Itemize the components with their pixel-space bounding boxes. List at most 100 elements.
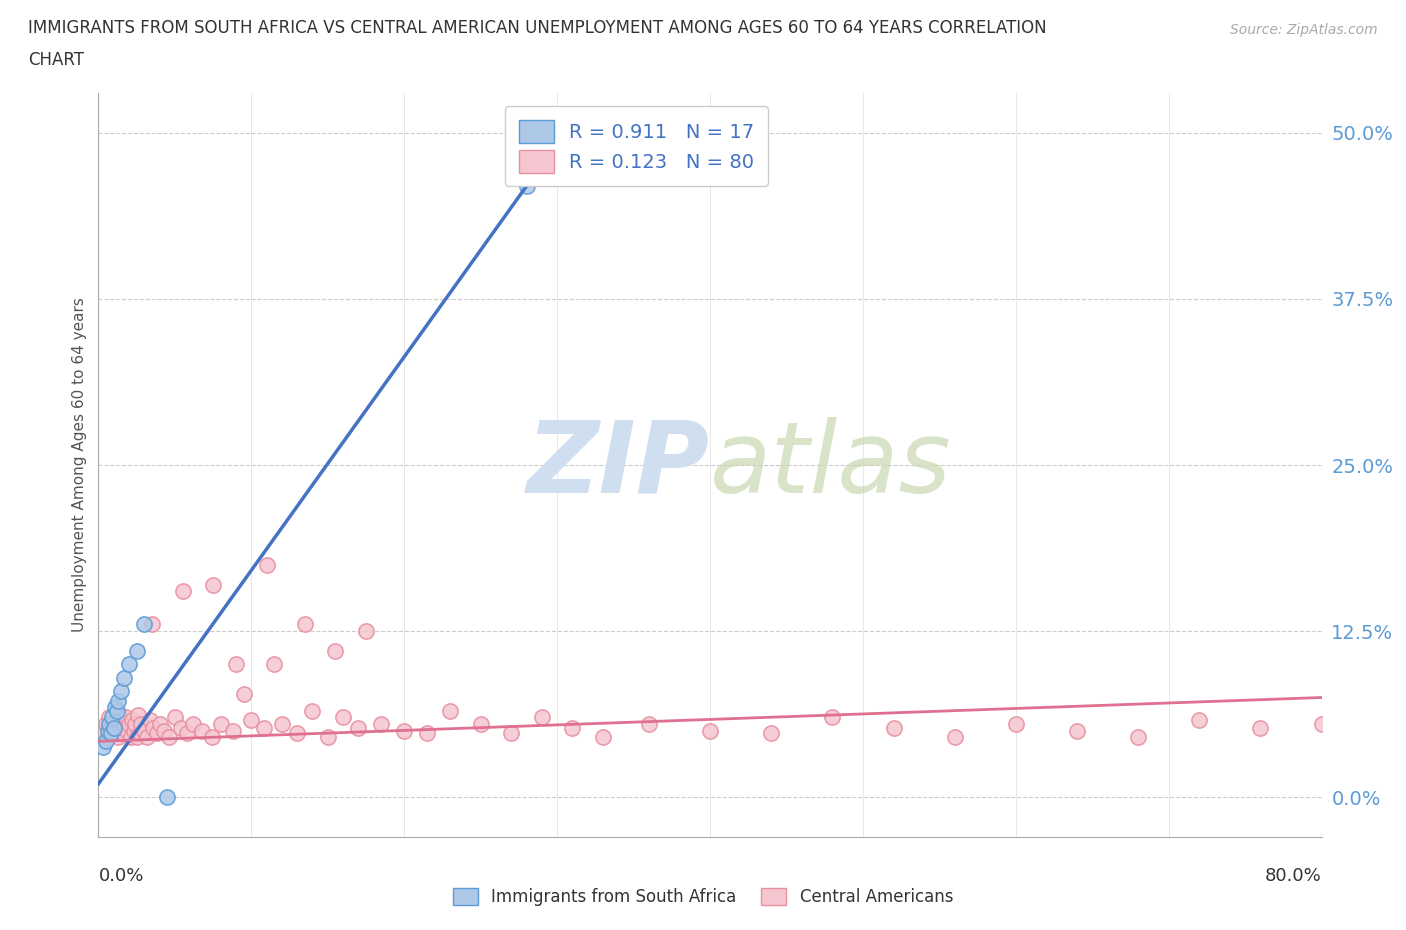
Text: Source: ZipAtlas.com: Source: ZipAtlas.com bbox=[1230, 23, 1378, 37]
Text: CHART: CHART bbox=[28, 51, 84, 69]
Point bbox=[637, 717, 661, 732]
Point bbox=[392, 724, 416, 738]
Point bbox=[347, 721, 370, 736]
Point bbox=[108, 708, 131, 723]
Point bbox=[98, 710, 121, 724]
Point bbox=[104, 724, 127, 738]
Point bbox=[883, 721, 905, 736]
Point bbox=[325, 644, 347, 658]
Point bbox=[470, 717, 492, 732]
Point bbox=[118, 657, 141, 671]
Point bbox=[105, 703, 128, 718]
Point bbox=[125, 644, 148, 658]
Point bbox=[91, 739, 114, 754]
Point bbox=[157, 730, 180, 745]
Point bbox=[176, 726, 198, 741]
Text: atlas: atlas bbox=[710, 417, 952, 513]
Text: 0.0%: 0.0% bbox=[98, 867, 143, 884]
Point bbox=[112, 721, 135, 736]
Point bbox=[117, 724, 139, 738]
Point bbox=[134, 724, 156, 738]
Point bbox=[107, 694, 129, 709]
Point bbox=[112, 671, 135, 685]
Point bbox=[209, 717, 232, 732]
Point bbox=[98, 717, 121, 732]
Point bbox=[200, 730, 222, 745]
Point bbox=[530, 710, 553, 724]
Point bbox=[501, 726, 523, 741]
Point bbox=[232, 686, 254, 701]
Point bbox=[1066, 724, 1088, 738]
Point bbox=[1249, 721, 1271, 736]
Point bbox=[191, 724, 214, 738]
Point bbox=[97, 724, 120, 738]
Point bbox=[122, 724, 145, 738]
Point bbox=[115, 710, 138, 724]
Point bbox=[94, 717, 117, 732]
Point bbox=[592, 730, 614, 745]
Point bbox=[94, 734, 117, 749]
Point bbox=[163, 710, 186, 724]
Point bbox=[943, 730, 966, 745]
Point bbox=[142, 721, 165, 736]
Point bbox=[110, 717, 132, 732]
Point bbox=[561, 721, 583, 736]
Point bbox=[170, 721, 193, 736]
Point bbox=[439, 703, 461, 718]
Point bbox=[332, 710, 354, 724]
Point bbox=[240, 712, 263, 727]
Point bbox=[111, 726, 134, 741]
Point bbox=[107, 730, 129, 745]
Point bbox=[301, 703, 323, 718]
Point bbox=[136, 730, 159, 745]
Point bbox=[516, 179, 538, 193]
Point bbox=[105, 712, 128, 727]
Point bbox=[1188, 712, 1211, 727]
Point bbox=[101, 710, 124, 724]
Point bbox=[91, 724, 114, 738]
Point bbox=[120, 730, 142, 745]
Point bbox=[294, 617, 316, 631]
Point bbox=[121, 712, 143, 727]
Point bbox=[256, 557, 278, 572]
Point bbox=[354, 624, 377, 639]
Point bbox=[100, 726, 122, 741]
Point bbox=[103, 717, 125, 732]
Point bbox=[759, 726, 782, 741]
Point bbox=[153, 724, 176, 738]
Point bbox=[104, 699, 127, 714]
Point bbox=[1310, 717, 1333, 732]
Point bbox=[252, 721, 274, 736]
Point bbox=[125, 730, 148, 745]
Point bbox=[110, 684, 132, 698]
Point bbox=[129, 717, 152, 732]
Point bbox=[1128, 730, 1150, 745]
Point bbox=[370, 717, 392, 732]
Point bbox=[139, 712, 162, 727]
Legend: R = 0.911   N = 17, R = 0.123   N = 80: R = 0.911 N = 17, R = 0.123 N = 80 bbox=[505, 106, 768, 186]
Point bbox=[128, 726, 150, 741]
Point bbox=[316, 730, 339, 745]
Point bbox=[225, 657, 247, 671]
Point bbox=[97, 730, 120, 745]
Point bbox=[127, 708, 149, 723]
Point bbox=[416, 726, 439, 741]
Point bbox=[270, 717, 292, 732]
Y-axis label: Unemployment Among Ages 60 to 64 years: Unemployment Among Ages 60 to 64 years bbox=[72, 298, 87, 632]
Text: 80.0%: 80.0% bbox=[1265, 867, 1322, 884]
Legend: Immigrants from South Africa, Central Americans: Immigrants from South Africa, Central Am… bbox=[446, 881, 960, 912]
Point bbox=[172, 584, 194, 599]
Point bbox=[134, 617, 156, 631]
Text: ZIP: ZIP bbox=[527, 417, 710, 513]
Point bbox=[222, 724, 245, 738]
Point bbox=[145, 726, 167, 741]
Point bbox=[100, 721, 122, 736]
Point bbox=[285, 726, 308, 741]
Point bbox=[821, 710, 844, 724]
Text: IMMIGRANTS FROM SOUTH AFRICA VS CENTRAL AMERICAN UNEMPLOYMENT AMONG AGES 60 TO 6: IMMIGRANTS FROM SOUTH AFRICA VS CENTRAL … bbox=[28, 19, 1046, 36]
Point bbox=[156, 790, 179, 804]
Point bbox=[101, 726, 124, 741]
Point bbox=[124, 717, 146, 732]
Point bbox=[202, 578, 225, 592]
Point bbox=[149, 717, 172, 732]
